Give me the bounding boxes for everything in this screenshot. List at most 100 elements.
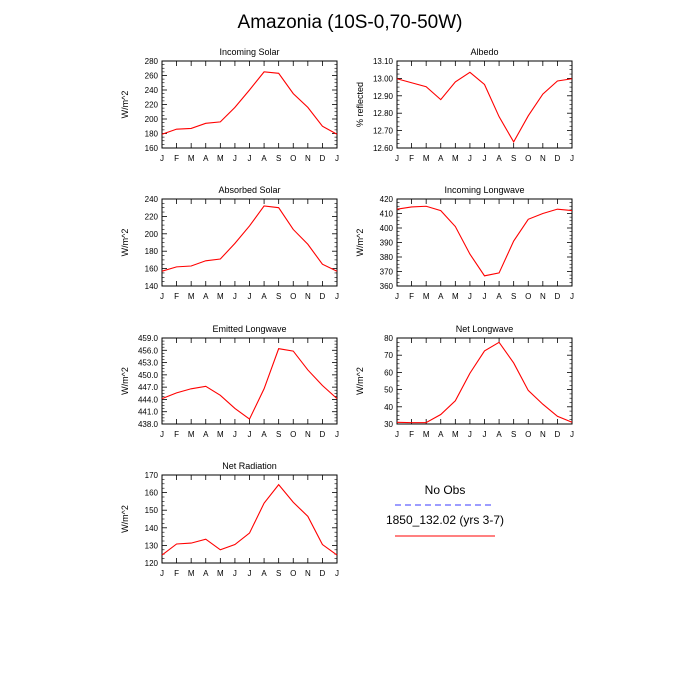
x-tick-label: A <box>203 569 209 578</box>
x-tick-label: O <box>290 154 296 163</box>
x-tick-label: M <box>452 154 459 163</box>
series-line <box>161 205 338 272</box>
x-tick-label: J <box>395 292 399 301</box>
y-tick-label: 170 <box>145 471 159 480</box>
panel-title: Incoming Solar <box>219 47 279 57</box>
x-tick-label: J <box>160 292 164 301</box>
x-tick-label: S <box>276 292 281 301</box>
y-tick-label: 140 <box>145 282 159 291</box>
x-tick-label: A <box>438 292 444 301</box>
x-tick-label: F <box>409 154 414 163</box>
plot-frame <box>161 474 338 564</box>
y-tick-label: 240 <box>145 195 159 204</box>
y-tick-label: 150 <box>145 506 159 515</box>
x-tick-label: J <box>248 430 252 439</box>
x-tick-label: A <box>496 292 502 301</box>
x-tick-label: J <box>483 154 487 163</box>
x-tick-label: O <box>525 430 531 439</box>
y-tick-label: 447.0 <box>138 383 159 392</box>
panel-title: Incoming Longwave <box>444 185 524 195</box>
x-tick-label: S <box>511 154 516 163</box>
x-tick-label: N <box>305 430 311 439</box>
x-tick-label: J <box>160 569 164 578</box>
page-title: Amazonia (10S-0,70-50W) <box>237 12 463 33</box>
x-tick-label: J <box>160 154 164 163</box>
x-tick-label: J <box>335 292 339 301</box>
panel-title: Emitted Longwave <box>212 324 286 334</box>
panel-title: Albedo <box>470 47 498 57</box>
series-line <box>396 205 573 277</box>
y-tick-label: 444.0 <box>138 395 159 404</box>
y-axis-label: W/m^2 <box>355 229 365 257</box>
y-tick-label: 160 <box>145 265 159 274</box>
x-tick-label: J <box>233 292 237 301</box>
x-tick-label: M <box>217 292 224 301</box>
x-tick-label: M <box>188 292 195 301</box>
x-tick-label: D <box>320 292 326 301</box>
x-tick-label: J <box>335 430 339 439</box>
x-tick-label: A <box>261 430 267 439</box>
panel-incoming-longwave: Incoming Longwave 360 370 380 390 400 410 420 J F… <box>355 185 574 301</box>
y-tick-label: 400 <box>380 224 394 233</box>
x-tick-label: A <box>438 154 444 163</box>
x-tick-label: O <box>290 569 296 578</box>
y-tick-label: 240 <box>145 86 159 95</box>
x-tick-label: J <box>335 154 339 163</box>
x-tick-label: N <box>540 292 546 301</box>
y-tick-label: 438.0 <box>138 420 159 429</box>
x-tick-label: J <box>233 430 237 439</box>
series-line <box>396 71 573 144</box>
y-tick-label: 12.70 <box>373 127 394 136</box>
y-tick-label: 140 <box>145 524 159 533</box>
legend: No Obs 1850_132.02 (yrs 3-7) <box>386 483 504 537</box>
y-tick-label: 360 <box>380 282 394 291</box>
x-tick-label: A <box>496 430 502 439</box>
x-tick-label: A <box>203 292 209 301</box>
x-tick-label: S <box>511 430 516 439</box>
x-tick-label: F <box>174 292 179 301</box>
x-tick-label: M <box>188 154 195 163</box>
y-axis-label: % reflected <box>355 82 365 127</box>
y-tick-label: 12.60 <box>373 144 394 153</box>
x-tick-label: F <box>174 154 179 163</box>
plot-frame <box>161 337 338 425</box>
panel-title: Absorbed Solar <box>218 185 280 195</box>
y-tick-label: 30 <box>384 420 393 429</box>
y-tick-label: 13.10 <box>373 57 394 66</box>
x-tick-label: J <box>233 569 237 578</box>
y-tick-label: 390 <box>380 239 394 248</box>
x-tick-label: O <box>290 292 296 301</box>
y-tick-label: 260 <box>145 72 159 81</box>
x-tick-label: D <box>555 430 561 439</box>
y-tick-label: 441.0 <box>138 408 159 417</box>
x-tick-label: D <box>320 569 326 578</box>
x-tick-label: M <box>217 430 224 439</box>
x-tick-label: D <box>555 292 561 301</box>
y-axis-label: W/m^2 <box>120 505 130 533</box>
x-tick-label: J <box>248 292 252 301</box>
x-tick-label: D <box>320 154 326 163</box>
x-tick-label: F <box>174 430 179 439</box>
x-tick-label: N <box>540 154 546 163</box>
y-axis-label: W/m^2 <box>355 367 365 395</box>
y-tick-label: 180 <box>145 247 159 256</box>
y-tick-label: 453.0 <box>138 359 159 368</box>
x-tick-label: A <box>438 430 444 439</box>
x-tick-label: S <box>276 569 281 578</box>
x-tick-label: J <box>335 569 339 578</box>
plot-frame <box>396 60 573 149</box>
x-tick-label: A <box>261 292 267 301</box>
y-axis-label: W/m^2 <box>120 229 130 257</box>
plot-frame <box>161 198 338 287</box>
x-tick-label: M <box>188 430 195 439</box>
y-tick-label: 450.0 <box>138 371 159 380</box>
x-tick-label: D <box>320 430 326 439</box>
x-tick-label: J <box>483 430 487 439</box>
panel-emitted-longwave: Emitted Longwave 438.0 441.0 444.0 447.0 450.… <box>120 324 339 439</box>
x-tick-label: J <box>570 292 574 301</box>
y-tick-label: 12.90 <box>373 92 394 101</box>
x-tick-label: S <box>511 292 516 301</box>
